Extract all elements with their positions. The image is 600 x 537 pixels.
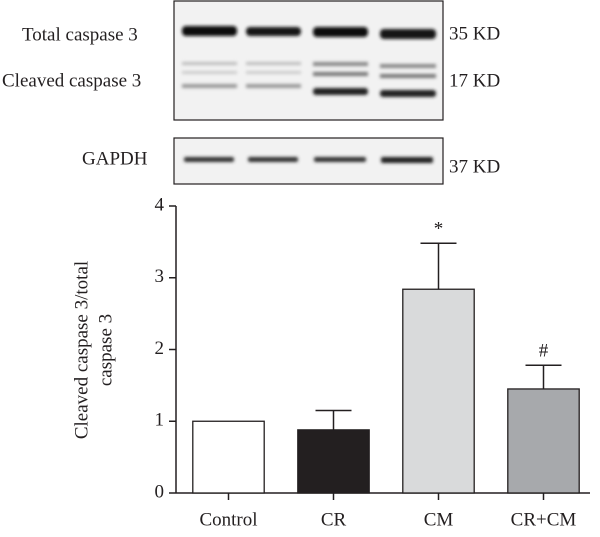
y-tick-label: 0 — [155, 481, 165, 502]
y-tick-label: 4 — [155, 194, 165, 215]
y-tick-label: 1 — [155, 410, 165, 431]
y-tick-label: 2 — [155, 338, 165, 359]
blot-size-label: 37 KD — [449, 156, 500, 177]
bar — [402, 288, 475, 494]
x-tick-label: CR+CM — [511, 509, 577, 530]
y-axis-label: Cleaved caspase 3/total — [71, 261, 92, 439]
x-tick-label: Control — [199, 509, 257, 530]
blot-size-label: 35 KD — [449, 23, 500, 44]
bar — [297, 429, 370, 494]
bar — [507, 388, 580, 494]
blot-image — [173, 0, 444, 185]
blot-row-label: Cleaved caspase 3 — [2, 70, 141, 91]
blot-size-label: 17 KD — [449, 70, 500, 91]
y-axis-label: caspase 3 — [95, 314, 116, 386]
x-tick-label: CR — [321, 509, 347, 530]
annotation: # — [539, 341, 549, 362]
x-tick-label: CM — [424, 509, 454, 530]
y-tick-label: 3 — [155, 266, 165, 287]
blot-row-label: Total caspase 3 — [22, 24, 138, 45]
blot-row-label: GAPDH — [82, 148, 148, 169]
annotation: * — [434, 219, 444, 240]
bar — [192, 420, 265, 494]
